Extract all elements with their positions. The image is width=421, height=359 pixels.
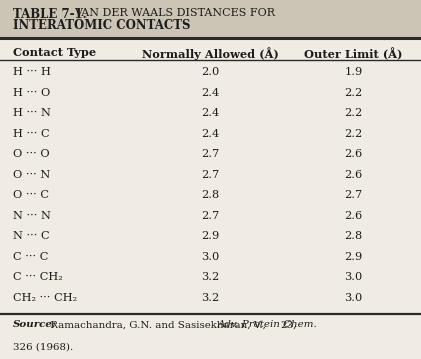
Text: 2.2: 2.2 <box>344 129 363 139</box>
Text: 2.4: 2.4 <box>201 108 220 118</box>
Text: 2.7: 2.7 <box>344 190 363 200</box>
FancyBboxPatch shape <box>0 38 421 359</box>
Text: 3.0: 3.0 <box>344 272 363 282</box>
Text: 3.2: 3.2 <box>201 272 220 282</box>
Text: O ··· O: O ··· O <box>13 149 49 159</box>
Text: 2.8: 2.8 <box>344 231 363 241</box>
Text: N ··· C: N ··· C <box>13 231 49 241</box>
Text: 2.4: 2.4 <box>201 129 220 139</box>
Text: C ··· CH₂: C ··· CH₂ <box>13 272 62 282</box>
Text: TABLE 7-1.: TABLE 7-1. <box>13 8 86 21</box>
Text: 2.6: 2.6 <box>344 211 363 221</box>
Text: 3.0: 3.0 <box>201 252 220 262</box>
Text: 23,: 23, <box>280 320 296 329</box>
Text: 2.2: 2.2 <box>344 88 363 98</box>
Text: 2.9: 2.9 <box>201 231 220 241</box>
Text: C ··· C: C ··· C <box>13 252 48 262</box>
Text: VAN DER WAALS DISTANCES FOR: VAN DER WAALS DISTANCES FOR <box>74 8 274 18</box>
Text: O ··· N: O ··· N <box>13 170 50 180</box>
Text: N ··· N: N ··· N <box>13 211 51 221</box>
Text: H ··· H: H ··· H <box>13 67 51 78</box>
Text: 1.9: 1.9 <box>344 67 363 78</box>
Text: Source:: Source: <box>13 320 56 329</box>
Text: INTERATOMIC CONTACTS: INTERATOMIC CONTACTS <box>13 19 190 32</box>
Text: 2.4: 2.4 <box>201 88 220 98</box>
Text: O ··· C: O ··· C <box>13 190 49 200</box>
Text: Normally Allowed (Å): Normally Allowed (Å) <box>142 47 279 60</box>
Text: Contact Type: Contact Type <box>13 47 96 59</box>
Text: 2.6: 2.6 <box>344 149 363 159</box>
Text: H ··· C: H ··· C <box>13 129 49 139</box>
Text: 3.0: 3.0 <box>344 293 363 303</box>
Text: 2.9: 2.9 <box>344 252 363 262</box>
Text: 326 (1968).: 326 (1968). <box>13 342 73 351</box>
Text: 2.8: 2.8 <box>201 190 220 200</box>
Text: H ··· O: H ··· O <box>13 88 50 98</box>
Text: CH₂ ··· CH₂: CH₂ ··· CH₂ <box>13 293 77 303</box>
Text: H ··· N: H ··· N <box>13 108 51 118</box>
Text: 2.7: 2.7 <box>201 149 220 159</box>
Text: Outer Limit (Å): Outer Limit (Å) <box>304 47 403 60</box>
Text: 2.2: 2.2 <box>344 108 363 118</box>
Text: Ramachandra, G.N. and Sasisekharan, V.,: Ramachandra, G.N. and Sasisekharan, V., <box>47 320 269 329</box>
Text: 2.7: 2.7 <box>201 170 220 180</box>
Text: Adv. Protein Chem.: Adv. Protein Chem. <box>218 320 317 329</box>
Text: 2.7: 2.7 <box>201 211 220 221</box>
Text: 3.2: 3.2 <box>201 293 220 303</box>
Text: 2.0: 2.0 <box>201 67 220 78</box>
Text: 2.6: 2.6 <box>344 170 363 180</box>
FancyBboxPatch shape <box>0 0 421 38</box>
